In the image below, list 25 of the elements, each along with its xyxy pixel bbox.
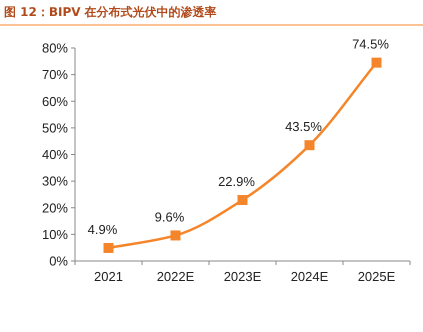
y-tick-label: 0% <box>49 254 68 268</box>
data-label: 4.9% <box>88 222 118 237</box>
point <box>304 140 314 150</box>
x-tick-label: 2023E <box>224 269 262 284</box>
title: 图 12：BIPV 在分布式光伏中的渗透率 <box>4 5 217 19</box>
x-tick-label: 2024E <box>290 269 329 284</box>
x-tick-label: 2021 <box>94 269 123 284</box>
y-tick-label: 20% <box>42 200 68 216</box>
data-label: 74.5% <box>352 36 390 52</box>
data-label: 22.9% <box>218 174 256 190</box>
y-tick-label: 60% <box>42 94 68 109</box>
y-tick-label: 40% <box>42 147 68 162</box>
x-tick-label: 2025E <box>358 269 396 284</box>
y-tick-label: 70% <box>42 67 68 82</box>
y-tick-label: 80% <box>42 40 68 56</box>
y-tick-label: 30% <box>42 174 68 189</box>
y-tick-label: 10% <box>42 226 68 242</box>
x-tick-label: 2022E <box>156 269 195 284</box>
point <box>238 195 248 206</box>
point <box>372 58 382 68</box>
y-tick-label: 50% <box>42 120 68 136</box>
point <box>170 230 180 240</box>
point <box>104 242 114 253</box>
data-label: 9.6% <box>154 209 185 224</box>
data-label: 43.5% <box>285 119 322 134</box>
